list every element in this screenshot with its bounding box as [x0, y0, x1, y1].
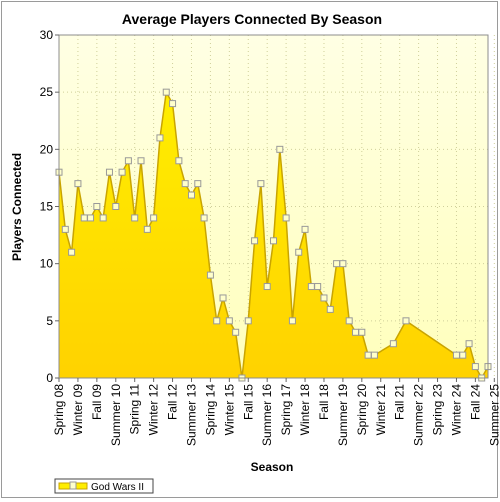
data-point: [206, 271, 214, 279]
data-point: [175, 157, 183, 165]
x-tick-label: Winter 15: [222, 384, 236, 436]
data-point: [124, 157, 132, 165]
data-point: [326, 305, 334, 313]
data-point: [251, 237, 259, 245]
data-point: [358, 328, 366, 336]
data-point: [150, 214, 158, 222]
legend-marker-icon: [69, 481, 77, 490]
data-point: [80, 214, 88, 222]
data-point: [459, 351, 467, 359]
data-point: [295, 248, 303, 256]
x-tick-label: Summer 25: [487, 384, 500, 446]
y-tick-label: 20: [40, 142, 54, 156]
data-point: [156, 134, 164, 142]
data-point: [452, 351, 460, 359]
data-point: [402, 317, 410, 325]
x-tick-label: Spring 08: [52, 384, 66, 436]
legend: God Wars II: [54, 478, 154, 494]
data-point: [276, 145, 284, 153]
x-tick-label: Winter 21: [374, 384, 388, 436]
series-area-fill: [59, 92, 488, 379]
legend-label: God Wars II: [91, 482, 144, 493]
x-tick-label: Fall 09: [90, 384, 104, 420]
x-tick-label: Fall 12: [166, 384, 180, 420]
x-tick-label: Summer 13: [184, 384, 198, 446]
x-tick-label: Summer 19: [336, 384, 350, 446]
data-point: [87, 214, 95, 222]
data-point: [307, 283, 315, 291]
x-tick-label: Spring 23: [431, 384, 445, 436]
x-axis-title: Season: [251, 460, 294, 474]
x-tick-label: Fall 18: [317, 384, 331, 420]
y-tick-label: 30: [40, 28, 54, 42]
data-point: [137, 157, 145, 165]
x-tick-label: Spring 11: [128, 384, 142, 435]
data-point: [232, 328, 240, 336]
y-axis: 0 5 10 15 20 25 30: [40, 28, 59, 385]
data-point: [200, 214, 208, 222]
x-tick-label: Fall 24: [468, 384, 482, 420]
data-point: [364, 351, 372, 359]
x-tick-label: Fall 15: [241, 384, 255, 420]
x-tick-label: Spring 20: [355, 384, 369, 436]
data-point: [370, 351, 378, 359]
y-tick-label: 25: [40, 85, 54, 99]
data-point: [162, 88, 170, 96]
x-tick-label: Spring 14: [203, 384, 217, 436]
data-point: [244, 317, 252, 325]
data-point: [181, 180, 189, 188]
data-point: [112, 203, 120, 210]
y-tick-label: 10: [40, 257, 54, 271]
data-point: [74, 180, 82, 188]
data-point: [320, 294, 328, 302]
chart-title: Average Players Connected By Season: [122, 11, 382, 27]
data-point: [333, 260, 341, 268]
data-point: [465, 340, 473, 348]
x-tick-label: Winter 09: [71, 384, 85, 436]
x-tick-label: Fall 21: [393, 384, 407, 420]
data-point: [93, 203, 101, 210]
data-point: [118, 168, 126, 176]
data-point: [187, 191, 195, 199]
data-point: [105, 168, 113, 176]
x-tick-label: Spring 17: [279, 384, 293, 436]
x-axis: Spring 08 Winter 09 Fall 09 Summer 10 Spring…: [52, 378, 500, 446]
data-point: [194, 180, 202, 188]
data-point: [471, 363, 479, 371]
x-tick-label: Summer 10: [109, 384, 123, 446]
data-point: [339, 260, 347, 268]
series-markers: [55, 88, 492, 382]
data-point: [143, 225, 151, 233]
x-tick-label: Summer 22: [412, 384, 426, 446]
y-tick-label: 5: [46, 314, 53, 328]
data-point: [314, 283, 322, 291]
data-point: [352, 328, 360, 336]
data-point: [389, 340, 397, 348]
data-point: [288, 317, 296, 325]
data-point: [131, 214, 139, 222]
data-point: [263, 283, 271, 291]
data-point: [169, 100, 177, 108]
x-tick-label: Winter 12: [147, 384, 161, 436]
data-point: [301, 225, 309, 233]
x-tick-label: Winter 24: [449, 384, 463, 436]
data-point: [270, 237, 277, 245]
data-point: [61, 225, 69, 233]
data-point: [68, 248, 76, 256]
x-tick-label: Summer 16: [260, 384, 274, 446]
data-point: [345, 317, 353, 325]
data-point: [225, 317, 233, 325]
data-point: [282, 214, 290, 222]
data-point: [257, 180, 265, 188]
y-tick-label: 15: [40, 200, 54, 214]
data-point: [99, 214, 107, 222]
data-point: [213, 317, 221, 325]
x-tick-label: Winter 18: [298, 384, 312, 436]
data-point: [219, 294, 227, 302]
y-axis-title: Players Connected: [10, 153, 24, 261]
y-tick-label: 0: [46, 371, 53, 385]
